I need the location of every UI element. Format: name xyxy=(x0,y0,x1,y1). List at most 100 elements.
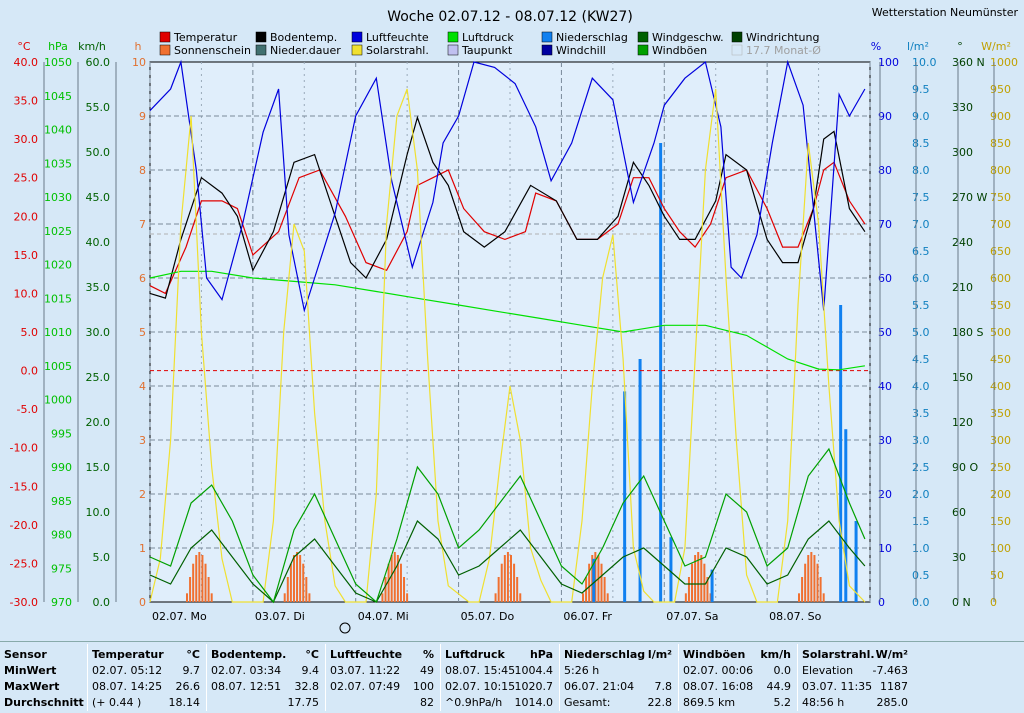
sunshine-bar xyxy=(198,552,201,602)
cell-label: Elevation xyxy=(802,664,854,677)
series-line-luftfeuchte xyxy=(149,59,866,313)
sunshine-bar xyxy=(506,552,509,602)
legend-swatch xyxy=(637,31,649,43)
y-tick-label: 700 xyxy=(990,218,1011,231)
station-name: Wetterstation Neumünster xyxy=(872,6,1019,19)
row-label: MaxWert xyxy=(4,680,60,693)
y-tick-label: 0 xyxy=(990,596,997,609)
y-tick-label: 400 xyxy=(990,380,1011,393)
sunshine-bar xyxy=(384,577,387,602)
y-tick-label: 5.0 xyxy=(912,326,930,339)
y-tick-label: 10.0 xyxy=(86,506,111,519)
y-tick-label: 210 xyxy=(952,281,973,294)
sunshine-bar xyxy=(513,563,516,602)
y-tick-label: 3 xyxy=(139,434,146,447)
series-line-bodentemp xyxy=(149,115,866,299)
y-tick-label: 10 xyxy=(132,56,146,69)
cell-value: 7.8 xyxy=(654,680,673,693)
cell-value: -7.463 xyxy=(872,664,908,677)
y-tick-label: 3.5 xyxy=(912,407,930,420)
y-tick-label: 5.0 xyxy=(21,326,39,339)
y-tick-label: 100 xyxy=(990,542,1011,555)
y-tick-label: 20.0 xyxy=(14,210,39,223)
y-tick-label: -25.0 xyxy=(10,557,38,570)
y-tick-label: 50 xyxy=(990,569,1004,582)
y-tick-label: 9.0 xyxy=(912,110,930,123)
y-tick-label: 15.0 xyxy=(86,461,111,474)
cell-value: 32.8 xyxy=(294,680,320,693)
weather-chart: 02.07. Mo 03.07. Di 04.07. Mi 05.07. Do 06.0… xyxy=(9,6,1019,634)
row-label: Sensor xyxy=(4,648,47,661)
sunshine-bar xyxy=(399,563,402,602)
sunshine-bar xyxy=(510,555,512,602)
y-tick-label: 850 xyxy=(990,137,1011,150)
sunshine-bar xyxy=(606,593,609,602)
sunshine-bar xyxy=(516,577,519,602)
y-tick-label: 1035 xyxy=(44,157,72,170)
y-tick-label: 1000 xyxy=(44,394,72,407)
cell-value: 9.4 xyxy=(301,664,320,677)
y-tick-label: 4.0 xyxy=(912,380,930,393)
y-tick-label: 40.0 xyxy=(86,236,111,249)
cell-label: 08.07. 12:51 xyxy=(211,680,282,693)
y-tick-label: 5 xyxy=(139,326,146,339)
y-tick-label: 0.5 xyxy=(912,569,930,582)
y-tick-label: 25.0 xyxy=(86,371,111,384)
sunshine-bar xyxy=(691,563,694,602)
cell-label: 03.07. 11:22 xyxy=(330,664,401,677)
cell-label: Gesamt: xyxy=(564,696,611,709)
y-tick-label: 7.5 xyxy=(912,191,930,204)
cell-label: 869.5 km xyxy=(683,696,736,709)
cell-value: 285.0 xyxy=(876,696,909,709)
sunshine-bar xyxy=(204,563,207,602)
sunshine-bar xyxy=(305,577,308,602)
sunshine-bar xyxy=(694,555,697,602)
y-tick-label: 0.0 xyxy=(912,596,930,609)
sunshine-bar xyxy=(195,555,198,602)
y-tick-label: 4 xyxy=(139,380,146,393)
column-separator xyxy=(87,644,88,711)
sunshine-bar xyxy=(588,563,591,602)
y-tick-label: 1050 xyxy=(44,56,72,69)
y-tick-label: 985 xyxy=(51,495,72,508)
y-tick-label: 450 xyxy=(990,353,1011,366)
sunshine-bar xyxy=(192,563,195,602)
legend-label: Nieder.dauer xyxy=(270,44,341,57)
column-separator xyxy=(797,644,798,711)
legend-swatch xyxy=(255,31,267,43)
cell-label: 02.07. 10:15 xyxy=(445,680,516,693)
cell-value: 82 xyxy=(420,696,434,709)
sunshine-bar xyxy=(600,563,603,602)
sunshine-bar xyxy=(591,555,594,602)
y-tick-label: 500 xyxy=(990,326,1011,339)
y-tick-label: 300 xyxy=(990,434,1011,447)
cell-value: 49 xyxy=(420,664,434,677)
cell-value: 5.2 xyxy=(773,696,792,709)
y-tick-label: 30.0 xyxy=(86,326,111,339)
axis-unit: W/m² xyxy=(981,40,1011,53)
y-tick-label: 50.0 xyxy=(86,146,111,159)
cell-label: 08.07. 14:25 xyxy=(92,680,163,693)
y-tick-label: 100 xyxy=(878,56,899,69)
y-tick-label: 40 xyxy=(878,380,892,393)
rain-bar xyxy=(839,305,843,602)
sunshine-bar xyxy=(393,552,396,602)
column-unit: W/m² xyxy=(875,648,908,661)
y-tick-label: 250 xyxy=(990,461,1011,474)
y-tick-label: 300 xyxy=(952,146,973,159)
sunshine-bar xyxy=(381,593,384,602)
y-tick-label: 6.0 xyxy=(912,272,930,285)
y-tick-label: 60 xyxy=(952,506,966,519)
y-tick-label: 6.5 xyxy=(912,245,930,258)
column-header: Windböen xyxy=(683,648,746,661)
sunshine-bar xyxy=(201,555,204,602)
sunshine-bar xyxy=(390,555,393,602)
sunshine-bar xyxy=(289,563,292,602)
y-tick-label: 9 xyxy=(139,110,146,123)
y-tick-label: 7.0 xyxy=(912,218,930,231)
column-unit: °C xyxy=(305,648,319,661)
cell-label: 02.07. 07:49 xyxy=(330,680,401,693)
cell-label: 06.07. 21:04 xyxy=(564,680,635,693)
sunshine-bar xyxy=(709,593,712,602)
cell-value: 18.14 xyxy=(168,696,201,709)
